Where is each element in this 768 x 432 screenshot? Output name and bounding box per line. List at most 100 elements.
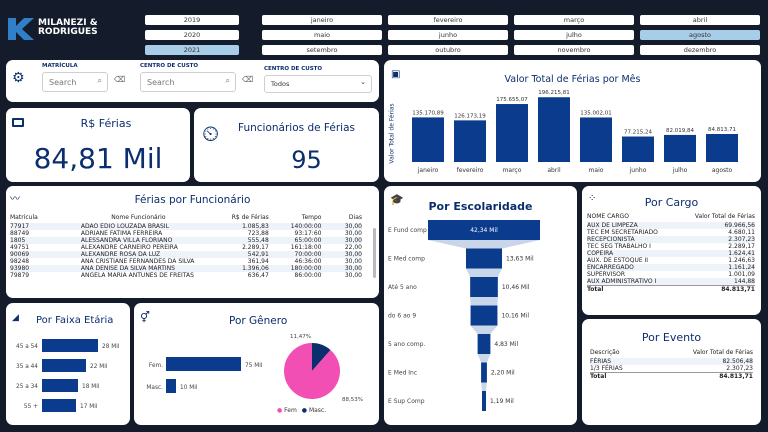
eraser-icon[interactable]: ⌫ [242,75,254,84]
genero-card: ⚥ Por Gênero Fem. 75 Mil Masc. 10 Mil 11,47… [134,303,379,425]
table-row[interactable]: AUX. DE ESTOQUE II 1.246,63 [587,257,755,264]
pie-slice[interactable] [284,343,340,399]
faixa-bar[interactable] [42,359,86,372]
month-bar[interactable] [412,117,444,162]
funnel-bar[interactable] [482,391,486,411]
table-row[interactable]: 88749 ADRIANE FATIMA FERREIRA 723,88 93:17:… [10,230,362,237]
funnel-category: do 6 ao 9 [388,313,416,320]
month-bar[interactable] [538,97,570,162]
table-row[interactable]: 90069 ALEXANDRE ROSA DA LUZ 542,91 70:00:00… [10,251,362,258]
pie-slice[interactable] [312,343,331,371]
table-row[interactable]: TEC SEG TRABALHO I 2.289,17 [587,243,755,250]
cargo-table: NOME CARGO Valor Total de Férias AUX DE L… [587,211,755,293]
table-cell: 144,88 [734,278,755,285]
table-row[interactable]: ENCARREGADO 1.161,24 [587,264,755,271]
table-row[interactable]: 1/3 FÉRIAS 2.307,23 [590,365,753,373]
kpi-func-title: Funcionários de Férias [238,122,355,134]
table-cell: 49751 [10,244,30,251]
month-button[interactable]: outubro [388,45,508,55]
genero-bar[interactable] [166,379,176,393]
monthly-bar-chart: 135.170,89 janeiro 126.173,19 fevereiro 175.… [412,90,738,174]
faixa-bar[interactable] [42,379,78,392]
table-cell: AUX. DE ESTOQUE II [587,257,649,264]
cargo-header-name: NOME CARGO [587,213,629,220]
funnel-bar[interactable] [470,305,498,326]
year-button[interactable]: 2019 [145,15,239,25]
legend-fem: Fem [284,407,297,414]
funnel-category: E Fund comp [388,227,427,234]
table-row[interactable]: SUPERVISOR 1.001,09 [587,271,755,278]
funcionarios-header: Dias [348,214,362,221]
table-row[interactable]: 98248 ANA CRISTIANE FERNANDES DA SILVA 361… [10,258,362,265]
month-tick-label: abril [547,167,561,174]
month-button[interactable]: junho [388,30,508,40]
table-cell: TEC EM SECRETARIADO [587,229,658,236]
funnel-bar[interactable] [477,334,491,354]
month-button[interactable]: fevereiro [388,15,508,25]
table-row[interactable]: AUX ADMINISTRATIVO I 144,88 [587,278,755,286]
month-tick-label: junho [629,167,647,174]
monthly-chart-card: ▣ Valor Total de Férias por Mês Valor To… [384,60,761,182]
month-button[interactable]: agosto [640,30,760,40]
legend-fem-dot: ● [277,407,283,414]
centro1-search[interactable]: Search ⌕ [140,72,236,92]
month-bar[interactable] [580,117,612,162]
genero-bar-chart: Fem. 75 Mil Masc. 10 Mil [146,357,263,393]
year-button[interactable]: 2020 [145,30,239,40]
centro2-dropdown[interactable]: Todos ⌄ [264,75,372,93]
legend-masc: Masc. [308,407,327,414]
chevron-down-icon: ⌄ [360,78,366,86]
month-bar[interactable] [496,104,528,162]
pie-label-masc: 11,47% [290,334,311,340]
table-row[interactable]: 77917 ADAO EDIO LOUZADA BRASIL 1.085,83 140… [10,223,362,230]
month-bar-label: 196.215,81 [538,90,570,96]
faixa-bar[interactable] [42,399,76,412]
table-cell: 1.085,83 [242,223,269,230]
funnel-connector [428,240,540,249]
funnel-bar[interactable] [428,220,540,240]
table-row[interactable]: AUX DE LIMPEZA 69.966,56 [587,222,755,229]
table-cell: 30,00 [344,265,362,272]
genero-category: Fem. [149,363,163,369]
table-cell: ALEXANDRE ROSA DA LUZ [80,251,161,258]
table-row[interactable]: 49751 ALEXANDRE CARNEIRO PEREIRA 2.289,17 1… [10,244,362,251]
month-button[interactable]: março [514,15,634,25]
month-button[interactable]: julho [514,30,634,40]
funnel-bar[interactable] [465,248,503,269]
table-cell: 82.506,48 [722,358,753,365]
table-cell: 79879 [10,272,30,279]
table-row[interactable]: FÉRIAS 82.506,48 [590,358,753,365]
month-bar[interactable] [622,136,654,162]
matricula-search[interactable]: Search ⌕ [42,72,108,92]
month-tick-label: janeiro [417,167,439,174]
funnel-bar[interactable] [470,277,498,297]
month-button[interactable]: abril [640,15,760,25]
month-button[interactable]: dezembro [640,45,760,55]
evento-header-value: Valor Total de Férias [692,349,753,356]
table-cell: 1.246,63 [728,257,755,264]
table-row[interactable]: 79879 ANGELA MARIA ANTUNES DE FREITAS 636,… [10,272,362,279]
table-cell: ADAO EDIO LOUZADA BRASIL [80,223,169,230]
table-cell: ANGELA MARIA ANTUNES DE FREITAS [80,272,194,279]
month-bar[interactable] [664,134,696,162]
month-button[interactable]: maio [262,30,382,40]
table-row[interactable]: TEC EM SECRETARIADO 4.680,11 [587,229,755,236]
eraser-icon[interactable]: ⌫ [114,75,126,84]
month-button[interactable]: janeiro [262,15,382,25]
table-row[interactable]: 1805 ALESSANDRA VILLA FLORIANO 555,48 65:00… [10,237,362,244]
month-bar[interactable] [454,120,486,162]
table-cell: 30,00 [344,237,362,244]
table-row[interactable]: 93980 ANA DENISE DA SILVA MARTINS 1.396,06… [10,265,362,272]
table-scrollbar[interactable] [373,228,376,278]
month-bar[interactable] [706,134,738,162]
month-button[interactable]: novembro [514,45,634,55]
table-row[interactable]: RECEPCIONISTA 2.307,23 [587,236,755,243]
genero-bar[interactable] [166,357,241,371]
month-button[interactable]: setembro [262,45,382,55]
faixa-bar[interactable] [42,339,98,352]
funnel-bar[interactable] [481,362,487,383]
table-row[interactable]: COPEIRA 1.624,41 [587,250,755,257]
table-cell: 30,00 [344,230,362,237]
year-button[interactable]: 2021 [145,45,239,55]
faixa-title: Por Faixa Etária [36,315,114,326]
